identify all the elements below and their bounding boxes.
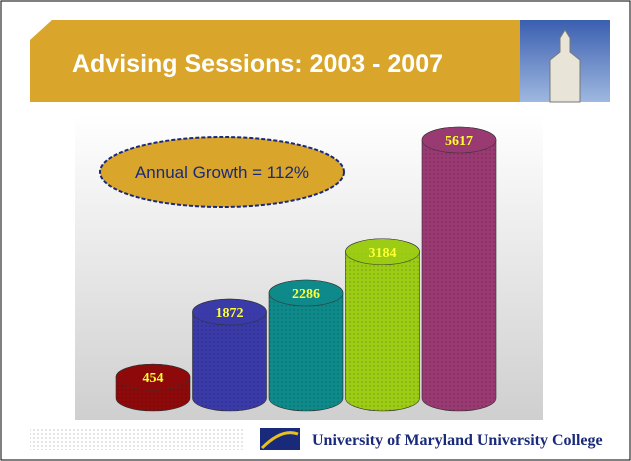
annotation: Annual Growth = 112% bbox=[135, 163, 309, 182]
footer-dots bbox=[30, 428, 245, 450]
bar-top bbox=[268, 279, 344, 307]
bar-texture bbox=[422, 140, 496, 411]
value-label: 1872 bbox=[216, 306, 244, 321]
bar-texture bbox=[345, 251, 420, 411]
bars: 454 1872 2286 3184 5617 bbox=[115, 126, 497, 412]
value-label: 454 bbox=[143, 371, 164, 386]
bar-texture bbox=[269, 292, 343, 411]
title-band bbox=[30, 20, 520, 102]
bar-top bbox=[421, 126, 497, 154]
tower-shape bbox=[549, 29, 581, 103]
bar-texture bbox=[192, 312, 267, 411]
annotation-ellipse bbox=[99, 136, 345, 208]
value-label: 5617 bbox=[445, 134, 473, 149]
title: Advising Sessions: 2003 - 2007 bbox=[72, 50, 443, 78]
value-label: 2286 bbox=[292, 287, 320, 302]
bar-top bbox=[192, 298, 267, 326]
footer-text: University of Maryland University Colleg… bbox=[312, 432, 603, 449]
bar-top bbox=[115, 363, 191, 391]
logo-swoosh bbox=[260, 431, 299, 450]
bar-top bbox=[345, 238, 420, 266]
value-label: 3184 bbox=[369, 246, 397, 261]
footer-logo bbox=[260, 428, 300, 450]
